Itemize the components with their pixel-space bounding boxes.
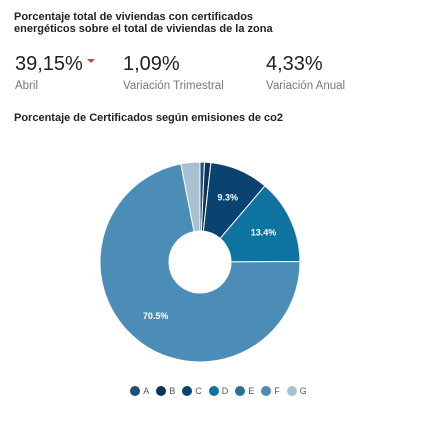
legend-label: E — [248, 386, 255, 396]
donut-label-c: 9.3% — [217, 193, 238, 203]
legend-swatch — [130, 386, 141, 396]
legend-swatch — [156, 386, 167, 396]
legend-label: G — [299, 386, 307, 396]
kpi-current: 39,15% Abril — [15, 53, 95, 92]
kpi-current-caption: Abril — [15, 80, 39, 92]
legend-swatch — [286, 386, 297, 396]
legend-label: D — [221, 386, 229, 396]
legend-swatch — [261, 386, 272, 396]
legend-item-f[interactable]: F — [261, 386, 280, 396]
chart-legend: A B C D E F G — [0, 386, 437, 396]
legend-item-a[interactable]: A — [130, 386, 149, 396]
legend-label: F — [274, 386, 280, 396]
donut-slice-g[interactable] — [180, 161, 201, 233]
kpi-annual-value: 4,33% — [266, 53, 323, 75]
legend-item-g[interactable]: G — [286, 386, 307, 396]
kpi-current-value: 39,15% — [15, 53, 83, 75]
donut-slice-d[interactable] — [219, 185, 301, 263]
donut-label-d: 13.4% — [251, 228, 277, 238]
kpi-quarterly: 1,09% Variación Trimestral — [123, 53, 224, 92]
page-title: Porcentaje total de viviendas con certif… — [14, 11, 273, 35]
kpi-quarterly-value: 1,09% — [123, 53, 180, 75]
legend-swatch — [208, 386, 219, 396]
kpi-quarterly-caption: Variación Trimestral — [123, 80, 224, 92]
kpi-current-value-row: 39,15% — [15, 53, 95, 75]
kpi-annual-caption: Variación Anual — [266, 80, 346, 92]
trend-down-icon — [86, 59, 95, 63]
legend-item-d[interactable]: D — [208, 386, 229, 396]
donut-slice-f[interactable] — [99, 163, 301, 363]
legend-item-b[interactable]: B — [156, 386, 175, 396]
donut-label-f: 70.5% — [143, 311, 169, 321]
chart-title: Porcentaje de Certificados según emision… — [14, 112, 283, 124]
legend-label: A — [143, 386, 150, 396]
kpi-annual: 4,33% Variación Anual — [266, 53, 345, 92]
legend-item-e[interactable]: E — [235, 386, 254, 396]
legend-label: C — [195, 386, 202, 396]
legend-label: B — [169, 386, 176, 396]
legend-item-c[interactable]: C — [182, 386, 202, 396]
legend-swatch — [235, 386, 246, 396]
legend-swatch — [182, 386, 193, 396]
